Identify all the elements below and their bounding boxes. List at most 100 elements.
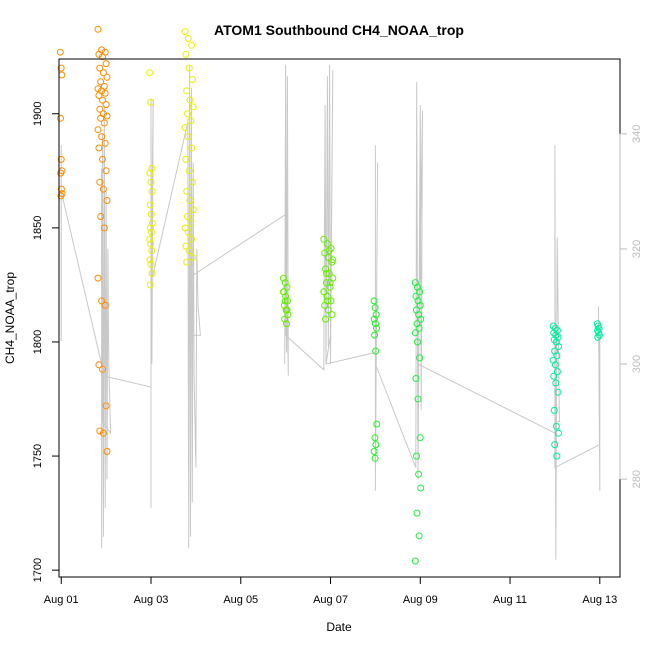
y2-tick-label: 300 (631, 355, 643, 373)
data-point (555, 429, 562, 437)
data-point (148, 247, 156, 255)
data-point (555, 343, 562, 350)
data-point (323, 270, 330, 277)
data-point (57, 155, 65, 163)
data-point (283, 283, 291, 291)
x-tick-label: Aug 01 (44, 594, 79, 606)
data-point (96, 105, 104, 113)
data-point (370, 297, 378, 305)
data-point (184, 228, 192, 236)
data-point (100, 82, 108, 90)
y-axis-label: CH4_NOAA_trop (3, 272, 17, 364)
data-point (281, 279, 289, 287)
data-point (415, 311, 423, 319)
data-point (182, 242, 190, 250)
data-point (101, 301, 109, 309)
data-point (96, 64, 104, 72)
data-point (553, 327, 561, 335)
data-point (412, 375, 420, 382)
data-point (372, 441, 380, 449)
data-point (188, 235, 196, 243)
data-point (185, 247, 193, 255)
data-point (57, 169, 65, 177)
data-point (327, 244, 335, 252)
y-tick-label: 1700 (32, 558, 44, 582)
data-point (594, 333, 602, 341)
data-point (320, 288, 328, 296)
data-point (416, 288, 424, 296)
y-tick-label: 1850 (32, 216, 44, 240)
data-point (183, 87, 191, 95)
data-point (550, 406, 558, 414)
data-point (551, 324, 559, 332)
data-point (415, 470, 423, 478)
data-point (553, 452, 561, 460)
data-point (187, 117, 195, 125)
data-point (99, 365, 106, 373)
x-tick-label: Aug 13 (582, 594, 617, 606)
data-point (184, 213, 191, 220)
data-point (370, 448, 378, 455)
plot-frame (58, 58, 621, 578)
data-point (414, 338, 421, 346)
data-point (414, 395, 422, 403)
data-point (552, 379, 560, 387)
data-point (371, 320, 379, 328)
data-point (99, 53, 106, 61)
data-point (147, 224, 154, 232)
data-point (183, 187, 191, 195)
data-point (416, 301, 424, 309)
data-point (147, 240, 155, 248)
data-point (323, 297, 331, 305)
data-point (325, 247, 333, 255)
data-point (373, 420, 381, 428)
data-point (411, 557, 419, 565)
data-point (413, 509, 421, 517)
data-point (551, 361, 559, 369)
data-point (97, 213, 105, 220)
data-point (550, 336, 558, 344)
data-point (185, 64, 193, 72)
data-point (417, 315, 425, 323)
data-point (58, 71, 66, 79)
x-tick-label: Aug 05 (223, 594, 258, 606)
data-point (281, 297, 289, 305)
data-point (146, 281, 154, 289)
x-tick-label: Aug 07 (313, 594, 348, 606)
data-point (148, 228, 155, 236)
data-point (324, 306, 332, 314)
data-point (95, 144, 103, 152)
data-point (57, 185, 65, 193)
data-point (188, 41, 196, 49)
x-axis-label: Date (326, 620, 352, 634)
data-point (327, 297, 335, 305)
data-point (322, 265, 330, 273)
data-point (97, 78, 105, 86)
data-point (95, 92, 103, 99)
data-point (102, 101, 110, 109)
data-point (94, 126, 102, 134)
data-point (181, 224, 189, 232)
scatter-points-group (56, 25, 603, 565)
data-point (371, 434, 379, 442)
data-point (554, 333, 562, 341)
data-point (550, 372, 558, 380)
data-point (94, 85, 102, 93)
x-tick-label: Aug 03 (134, 594, 169, 606)
data-point (146, 69, 154, 77)
data-point (325, 270, 333, 277)
data-point (146, 201, 154, 209)
data-point (322, 315, 330, 323)
data-point (552, 338, 560, 346)
data-point (415, 324, 423, 332)
data-point (551, 441, 559, 449)
data-point (549, 322, 557, 330)
data-point (553, 352, 561, 360)
y2-axis: 280 300 320 340 (619, 125, 643, 488)
data-point (323, 292, 331, 300)
data-point (416, 434, 424, 442)
data-point (146, 235, 154, 243)
data-point (370, 315, 378, 323)
data-point (185, 167, 193, 175)
